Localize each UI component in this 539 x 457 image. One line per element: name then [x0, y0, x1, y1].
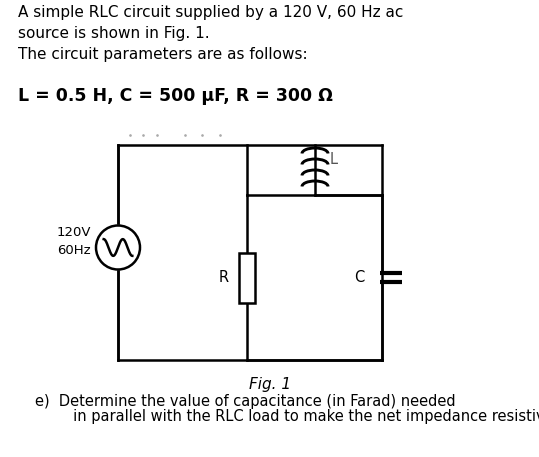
Text: Fig. 1: Fig. 1 [249, 377, 291, 392]
Text: L: L [330, 153, 338, 168]
Text: in parallel with the RLC load to make the net impedance resistive: in parallel with the RLC load to make th… [50, 409, 539, 424]
Bar [239, 253, 255, 303]
Text: R: R [219, 270, 229, 285]
Text: A simple RLC circuit supplied by a 120 V, 60 Hz ac
source is shown in Fig. 1.
Th: A simple RLC circuit supplied by a 120 V… [18, 5, 403, 62]
Text: C: C [354, 270, 364, 285]
Text: e)  Determine the value of capacitance (in Farad) needed: e) Determine the value of capacitance (i… [35, 394, 455, 409]
Text: L = 0.5 H, C = 500 μF, R = 300 Ω: L = 0.5 H, C = 500 μF, R = 300 Ω [18, 87, 333, 105]
Circle shape [96, 225, 140, 270]
Text: 120V
60Hz: 120V 60Hz [57, 227, 91, 256]
